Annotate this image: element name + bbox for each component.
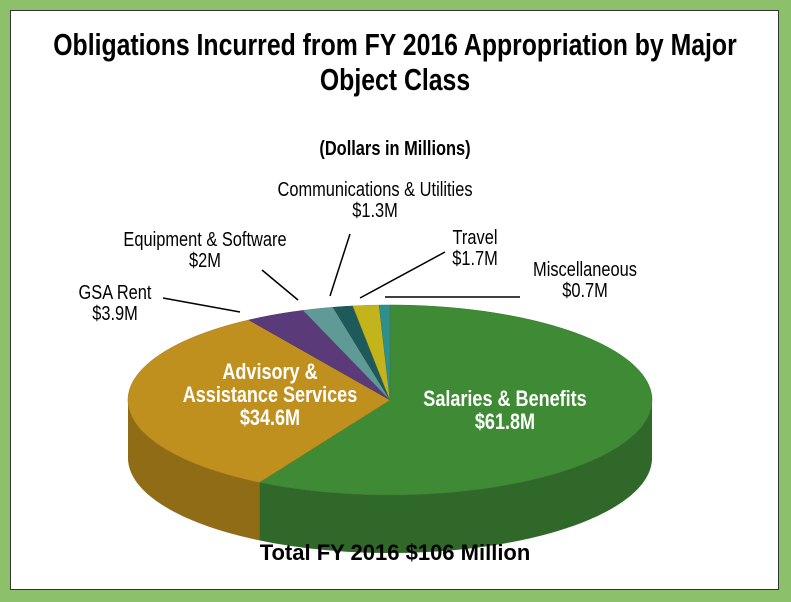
slice-label: Communications & Utilities $1.3M bbox=[277, 180, 472, 222]
leader-line bbox=[329, 233, 351, 297]
leader-line bbox=[162, 297, 241, 313]
slice bbox=[352, 304, 391, 401]
chart-subtitle: (Dollars in Millions) bbox=[319, 138, 471, 160]
slice-label: Miscellaneous $0.7M bbox=[533, 260, 637, 302]
category-label: Communications & Utilities bbox=[277, 179, 473, 201]
value-label: $61.8M bbox=[474, 409, 536, 435]
leader-line bbox=[359, 251, 446, 299]
category-label: Miscellaneous bbox=[533, 259, 637, 281]
slice-side bbox=[259, 400, 652, 553]
slice-label: Salaries & Benefits $61.8M bbox=[417, 387, 593, 433]
category-label: Travel bbox=[452, 227, 498, 249]
slice-label: Advisory & Assistance Services $34.6M bbox=[182, 360, 358, 429]
category-label: Salaries & Benefits bbox=[423, 386, 587, 411]
value-label: $1.7M bbox=[452, 248, 498, 270]
slice-label: Travel $1.7M bbox=[452, 228, 498, 270]
slice-side bbox=[128, 400, 260, 541]
slice bbox=[258, 304, 653, 496]
value-label: $34.6M bbox=[239, 405, 301, 431]
value-label: $1.3M bbox=[352, 200, 398, 222]
category-label: Advisory & Assistance Services bbox=[182, 359, 358, 408]
category-label: Equipment & Software bbox=[123, 229, 287, 251]
slice bbox=[332, 305, 391, 401]
slice bbox=[248, 310, 391, 401]
slice-label: Equipment & Software $2M bbox=[123, 230, 286, 272]
slice bbox=[127, 319, 391, 483]
value-label: $2M bbox=[189, 250, 221, 272]
slice bbox=[302, 307, 391, 401]
leader-line bbox=[261, 269, 299, 301]
slice bbox=[378, 304, 391, 401]
category-label: GSA Rent bbox=[78, 282, 152, 304]
total-label: Total FY 2016 $106 Million bbox=[259, 540, 531, 565]
pie bbox=[127, 304, 653, 553]
value-label: $3.9M bbox=[92, 303, 138, 325]
slice-label: GSA Rent $3.9M bbox=[79, 283, 152, 325]
chart-title: Obligations Incurred from FY 2016 Approp… bbox=[53, 27, 737, 97]
leader-lines bbox=[162, 233, 520, 313]
value-label: $0.7M bbox=[562, 280, 608, 302]
